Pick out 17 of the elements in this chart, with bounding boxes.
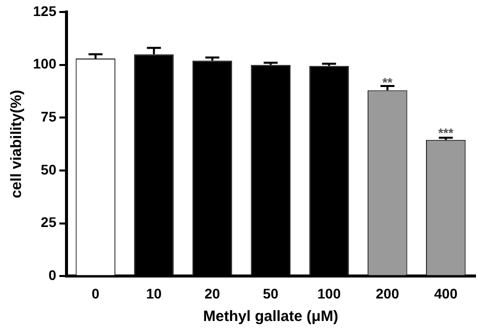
annotation: *** bbox=[438, 126, 454, 141]
y-tick-label: 125 bbox=[33, 2, 57, 19]
annotation: ** bbox=[382, 74, 394, 90]
x-tick-label: 20 bbox=[204, 285, 220, 302]
y-tick-label: 0 bbox=[48, 267, 57, 284]
y-tick-label: 100 bbox=[33, 56, 57, 72]
x-tick-label: 200 bbox=[376, 285, 400, 302]
y-tick-label: 75 bbox=[40, 108, 57, 125]
y-tick-label: 50 bbox=[40, 161, 57, 178]
x-axis-title: Methyl gallate (μM) bbox=[203, 308, 338, 326]
y-tick-label: 25 bbox=[40, 214, 57, 230]
x-tick-label: 400 bbox=[434, 285, 458, 302]
x-tick-label: 10 bbox=[146, 285, 162, 302]
x-tick-label: 100 bbox=[317, 285, 341, 302]
y-axis-title: cell viability(%) bbox=[8, 90, 26, 198]
x-tick-label: 0 bbox=[92, 285, 100, 302]
x-tick-label: 50 bbox=[262, 285, 279, 302]
